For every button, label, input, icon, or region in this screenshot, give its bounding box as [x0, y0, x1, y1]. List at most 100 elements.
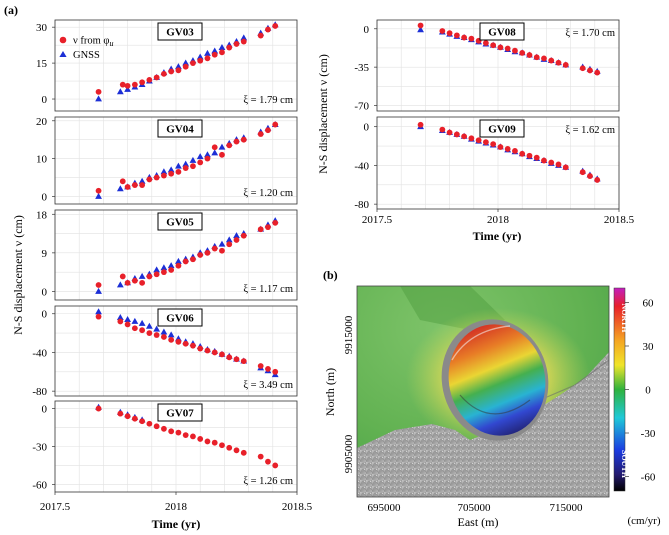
insar-point: [533, 54, 540, 61]
gnss-point: [182, 160, 190, 167]
insar-point: [168, 68, 175, 75]
gnss-point: [153, 325, 161, 332]
a-left-xticks: 2017.5 2018 2018.5: [40, 501, 313, 513]
insar-point: [182, 432, 189, 439]
station-title-box: [157, 212, 203, 231]
xi-annotation: ξ = 1.26 cm: [243, 476, 293, 487]
xtick-label: 2018.5: [282, 501, 313, 513]
insar-point: [219, 49, 225, 56]
subplot-gv03: 0 15 30 GV03 ξ = 1.79 cm: [36, 19, 298, 112]
gnss-point: [95, 287, 102, 294]
map-xtick-label: 695000: [368, 502, 402, 514]
insar-point: [587, 173, 593, 179]
gnss-point: [95, 308, 102, 315]
insar-point: [190, 342, 196, 349]
insar-point: [272, 121, 279, 128]
station-title: GV08: [488, 27, 516, 39]
gnss-point: [196, 53, 204, 60]
ytick-label: 20: [36, 116, 48, 128]
insar-point: [587, 67, 593, 74]
gnss-point: [175, 257, 182, 264]
insar-point: [272, 23, 279, 29]
insar-point: [226, 142, 233, 149]
insar-point: [265, 127, 271, 134]
insar-point: [182, 63, 189, 70]
legend-gnss-marker: [59, 51, 67, 57]
ytick-label: -30: [32, 442, 47, 454]
legend-insar-label: ν from φu: [73, 36, 113, 49]
insar-point: [257, 226, 264, 233]
insar-point: [219, 151, 225, 158]
insar-point: [233, 41, 240, 47]
insar-point: [117, 410, 124, 417]
insar-point: [265, 26, 271, 33]
map-ytick-label: 9915000: [343, 315, 355, 354]
a-left-ylabel: N-S displacement ν (cm): [11, 215, 25, 335]
insar-point: [233, 356, 240, 363]
insar-point: [153, 174, 160, 181]
colorbar-tick-label: 30: [643, 341, 655, 353]
insar-point: [182, 258, 189, 265]
map-image: [357, 286, 609, 497]
insar-point: [139, 327, 146, 334]
insar-point: [161, 425, 167, 432]
ytick-label: 0: [42, 286, 48, 298]
insar-point: [175, 67, 182, 74]
ytick-label: 18: [36, 209, 48, 221]
insar-point: [95, 187, 102, 194]
ytick-label: 9: [42, 248, 48, 260]
gnss-point: [211, 149, 219, 156]
station-title-box: [479, 119, 525, 138]
insar-point: [182, 340, 189, 347]
insar-point: [461, 133, 468, 140]
subplot-gv07: 0 -30 -60 GV07 ξ = 1.26 cm: [32, 400, 298, 493]
gnss-point: [160, 264, 168, 271]
insar-point: [504, 146, 511, 152]
insar-point: [257, 453, 264, 460]
ytick-label: 0: [364, 122, 370, 134]
gnss-point: [124, 85, 131, 92]
insar-point: [257, 363, 264, 369]
insar-point: [233, 138, 240, 145]
insar-point: [541, 157, 547, 164]
gnss-point: [138, 319, 146, 326]
insar-point: [512, 47, 518, 54]
insar-point: [153, 74, 160, 81]
insar-point: [146, 176, 153, 183]
gnss-point: [153, 266, 161, 273]
insar-point: [175, 338, 182, 345]
panel-b-label: (b): [323, 268, 338, 282]
insar-point: [168, 267, 175, 273]
ytick-label: -70: [354, 101, 369, 113]
xi-annotation: ξ = 1.20 cm: [243, 188, 293, 199]
a-right-xlabel: Time (yr): [473, 229, 522, 243]
insar-point: [124, 82, 131, 89]
xi-annotation: ξ = 1.17 cm: [243, 284, 293, 295]
insar-point: [519, 150, 526, 157]
insar-point: [526, 152, 533, 159]
legend: ν from φu GNSS: [59, 36, 113, 61]
insar-point: [124, 279, 131, 286]
gnss-point: [240, 34, 248, 41]
insar-point: [211, 144, 218, 151]
gnss-point: [225, 236, 233, 243]
gnss-point: [182, 59, 190, 66]
map-xtick-label: 705000: [458, 502, 492, 514]
insar-point: [453, 131, 460, 138]
insar-point: [439, 126, 446, 133]
ytick-label: 15: [36, 58, 48, 70]
insar-point: [233, 447, 240, 454]
station-title-box: [479, 22, 525, 41]
insar-point: [272, 219, 279, 226]
insar-point: [219, 351, 225, 358]
gnss-point: [124, 315, 131, 322]
insar-point: [497, 144, 504, 150]
insar-point: [190, 163, 196, 170]
insar-point: [124, 413, 131, 420]
insar-point: [175, 168, 182, 175]
insar-point: [562, 164, 569, 171]
subplot-gv05: 0 9 18 GV05 ξ = 1.17 cm: [36, 209, 298, 301]
insar-point: [161, 70, 167, 77]
insar-point: [95, 282, 102, 288]
insar-point: [533, 154, 540, 161]
